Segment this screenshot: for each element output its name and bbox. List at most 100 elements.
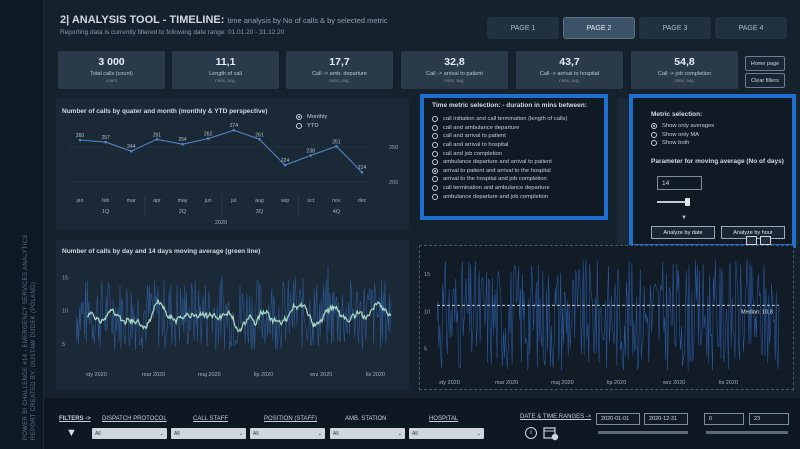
radio-icon[interactable] [432, 133, 438, 140]
time-metric-option[interactable]: ambulance departure and arrival to patie… [432, 158, 567, 167]
data-point [232, 128, 236, 132]
hour-to-input[interactable]: 23 [749, 413, 789, 425]
analyze-by-date-button[interactable]: Analyze by date [651, 226, 715, 239]
time-metric-option-label: call and arrival to hospital [443, 142, 509, 149]
daily-line-chart: 15 10 5 sty 2020 mar 2020 maj 2020 lip 2020 wrz… [62, 265, 392, 378]
time-metric-option-label: call and job completion [443, 150, 502, 157]
filter-call-staff-select[interactable]: All ⌄ [171, 428, 246, 439]
hour-range-slider[interactable] [706, 431, 788, 434]
toggle-ytd[interactable]: YTD [296, 122, 327, 131]
radio-icon[interactable] [432, 116, 438, 123]
ma-param-input[interactable]: 14 [657, 176, 702, 190]
time-metric-option[interactable]: arrival to patient and arrival to the ho… [432, 167, 567, 176]
metric-selection-option[interactable]: Show only averages [651, 122, 714, 131]
date-range-slider[interactable] [598, 431, 688, 434]
info-icon[interactable]: i [525, 427, 537, 439]
x-tick-label: mar [127, 198, 136, 204]
slider-thumb[interactable] [685, 198, 690, 206]
toggle-ytd-label: YTD [307, 122, 319, 129]
time-metric-option[interactable]: ambulance departure and job completion [432, 192, 567, 201]
y-tick-label: 250 [389, 145, 398, 151]
radio-icon[interactable] [296, 114, 302, 121]
data-point [181, 142, 184, 146]
slider-track-fill [657, 201, 687, 203]
x-tick-label: lip 2020 [607, 380, 626, 386]
filter-amb-station-select[interactable]: All ⌄ [330, 428, 405, 439]
median-label: Median: 10,8 [741, 309, 773, 315]
quarter-label: 2Q [179, 209, 187, 215]
radio-icon[interactable] [432, 124, 438, 131]
x-tick-label: wrz 2020 [662, 380, 685, 386]
time-metric-option[interactable]: call and arrival to hospital [432, 141, 567, 150]
x-tick-label: aug [255, 198, 264, 204]
time-metric-option-label: call and arrival to patient [443, 133, 506, 140]
select-value: All [333, 430, 339, 437]
radio-icon[interactable] [651, 131, 657, 138]
moving-average-line [86, 299, 392, 333]
tab-page-1[interactable]: PAGE 1 [487, 17, 559, 39]
data-label: 251 [332, 139, 341, 145]
monthly-series-line [79, 129, 363, 173]
kpi-value: 54,8 [674, 56, 695, 68]
data-point [78, 138, 82, 142]
filter-position-select[interactable]: All ⌄ [250, 428, 325, 439]
date-from-input[interactable]: 2020-01-01 [596, 413, 640, 425]
time-metric-options: call initiation and call termination (le… [432, 115, 567, 201]
kpi-total-calls: 3 000 Total calls (count) count [58, 51, 165, 89]
sidebar-credit-line-1: POWER BI CHALLENGE #14 - EMERGENCY SERVI… [23, 234, 29, 440]
date-to-input[interactable]: 2020-12-31 [644, 413, 688, 425]
filter-dispatch-protocol-select[interactable]: All ⌄ [92, 428, 167, 439]
radio-icon[interactable] [651, 123, 657, 130]
radio-icon[interactable] [651, 140, 657, 147]
filter-amb-station-label: AMB. STATION [345, 416, 387, 422]
time-metric-option[interactable]: arrival to the hospital and job completi… [432, 175, 567, 184]
clear-filters-button[interactable]: Clear filters [745, 73, 785, 88]
radio-icon[interactable] [296, 122, 302, 129]
focus-mode-icon[interactable] [760, 236, 771, 245]
page-title-sub: time analysis by No of calls & by select… [227, 16, 388, 25]
filter-visual-icon[interactable] [746, 236, 757, 245]
toggle-monthly[interactable]: Monthly [296, 113, 327, 122]
data-label: 254 [178, 137, 187, 143]
time-metric-option-label: ambulance departure and arrival to patie… [443, 159, 552, 166]
metric-selection-option[interactable]: Show both [651, 139, 714, 148]
data-label: 214 [358, 165, 367, 171]
x-tick-label: dec [358, 198, 367, 204]
time-metric-selection-panel: Time metric selection: - duration in min… [420, 94, 608, 220]
time-metric-option[interactable]: call and ambulance departure [432, 124, 567, 133]
radio-icon[interactable] [432, 167, 438, 174]
filter-hospital-select[interactable]: All ⌄ [409, 428, 484, 439]
time-metric-option[interactable]: call initiation and call termination (le… [432, 115, 567, 124]
metric-selection-option[interactable]: Show only MA [651, 131, 714, 140]
x-tick-label: jul [230, 198, 236, 204]
kpi-unit: mins, avg. [215, 78, 236, 83]
radio-icon[interactable] [432, 142, 438, 149]
daily-chart-title: Number of calls by day and 14 days movin… [62, 248, 261, 255]
tab-page-2[interactable]: PAGE 2 [563, 17, 635, 39]
radio-icon[interactable] [432, 185, 438, 192]
x-tick-label: wrz 2020 [309, 372, 332, 378]
ma-param-slider[interactable] [657, 198, 757, 206]
calendar-settings-icon[interactable] [543, 425, 559, 441]
x-tick-label: sty 2020 [439, 380, 460, 386]
x-tick-label: mar 2020 [142, 372, 165, 378]
time-metric-option[interactable]: call and job completion [432, 149, 567, 158]
home-page-button[interactable]: Home page [745, 56, 785, 71]
radio-icon[interactable] [432, 176, 438, 183]
tab-page-4[interactable]: PAGE 4 [715, 17, 787, 39]
time-metric-option[interactable]: call and arrival to patient [432, 132, 567, 141]
radio-icon[interactable] [432, 193, 438, 200]
data-label: 262 [204, 132, 213, 138]
data-point [360, 170, 364, 174]
x-tick-label: nov [332, 198, 341, 204]
kpi-call-job-completion: 54,8 Call -> job completion mins, avg. [631, 51, 738, 89]
chevron-down-icon: ⌄ [317, 430, 322, 437]
hour-from-input[interactable]: 0 [704, 413, 744, 425]
time-metric-option[interactable]: call termination and ambulance departure [432, 184, 567, 193]
time-metric-option-label: call initiation and call termination (le… [443, 116, 568, 123]
radio-icon[interactable] [432, 150, 438, 157]
radio-icon[interactable] [432, 159, 438, 166]
tab-page-3[interactable]: PAGE 3 [639, 17, 711, 39]
more-options-icon[interactable]: ··· [775, 233, 784, 243]
x-tick-label: oct [307, 198, 314, 204]
